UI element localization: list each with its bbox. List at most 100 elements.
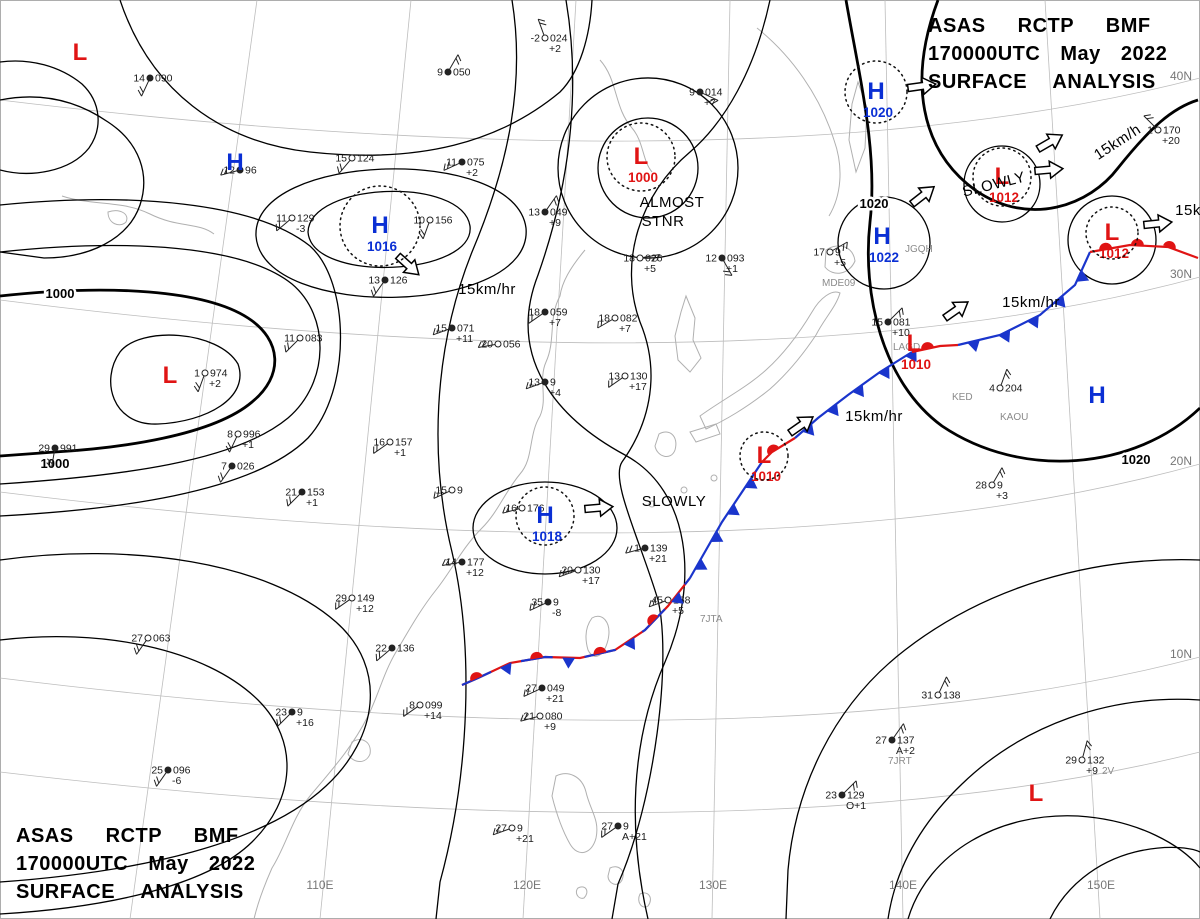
station-temp: 7 <box>221 461 227 473</box>
pressure-center-symbol: L <box>73 39 88 66</box>
warm-front-pip <box>593 646 607 655</box>
station-pressure: 096 <box>173 765 191 777</box>
warm-front <box>1089 238 1199 260</box>
station-pressure: 090 <box>155 73 173 85</box>
wind-barb-icon <box>220 468 231 483</box>
station-plot: 21 153+1 <box>285 487 324 510</box>
wind-barb-tick-icon <box>443 163 446 171</box>
cold-front-pip <box>1076 269 1090 282</box>
station-plot: 1 139+21 <box>625 543 668 565</box>
latitude-label: 10N <box>1170 647 1192 661</box>
station-pressure: 081 <box>893 317 911 329</box>
wind-barb-icon <box>523 688 540 697</box>
station-plot: 45168+5 <box>648 595 691 617</box>
station-plot: 8 099+14 <box>403 700 443 722</box>
station-temp: 1 <box>634 543 640 555</box>
station-plot: 29 149+12 <box>335 593 375 615</box>
wind-barb-tick-icon <box>420 228 425 236</box>
station-tendency: -6 <box>172 775 181 787</box>
station-plot: 4 204 <box>989 368 1023 395</box>
station-pressure: 124 <box>357 153 375 165</box>
pressure-center-value: 1022 <box>869 250 899 265</box>
station-tendency: +20 <box>1162 135 1180 147</box>
station-pressure: 049 <box>547 683 565 695</box>
station-pressure: 138 <box>943 690 961 702</box>
station-tendency: O+1 <box>846 800 866 812</box>
wind-barb-icon <box>1143 115 1157 129</box>
station-circle-icon <box>288 708 296 716</box>
wind-barb-tick-icon <box>900 726 904 734</box>
station-circle-icon <box>201 369 209 377</box>
station-plot: 15 071+11 <box>432 323 475 345</box>
station-temp: 13 <box>608 371 620 383</box>
station-circle-icon <box>458 558 466 566</box>
station-plot: 18 059+7 <box>528 307 568 329</box>
wind-barb-tick-icon <box>1001 467 1006 475</box>
movement-arrow-icon <box>394 252 420 276</box>
station-plot: 12 96 <box>220 165 257 177</box>
wind-barb-tick-icon <box>370 289 375 297</box>
station-pressure: 9 <box>297 707 303 719</box>
station-id: JGQH <box>905 244 933 255</box>
wind-barb-icon <box>136 640 147 655</box>
station-temp: 29 <box>1065 755 1077 767</box>
station-pressure: 9 <box>623 821 629 833</box>
wind-barb-tick-icon <box>652 255 657 262</box>
wind-barb-tick-icon <box>481 340 486 347</box>
warm-front-pip <box>530 651 544 660</box>
station-temp: 22 <box>375 643 387 655</box>
wind-barb-tick-icon <box>47 458 53 465</box>
station-circle-icon <box>236 166 244 174</box>
center-dashed-circle-icon <box>972 147 1032 207</box>
station-plot: 23 9+16 <box>275 707 314 730</box>
pressure-center-value: 1010 <box>751 469 781 484</box>
station-circle-icon <box>541 34 549 42</box>
station-plot: 16 176 <box>502 503 545 515</box>
wind-barb-tick-icon <box>524 713 528 721</box>
wind-barb-tick-icon <box>153 779 158 787</box>
station-pressure: 083 <box>305 333 323 345</box>
station-temp: 18 <box>623 253 635 265</box>
station-plot: 1 170+20 <box>1143 114 1181 147</box>
movement-arrow-icon <box>786 416 815 437</box>
wind-barb-tick-icon <box>724 274 733 276</box>
station-temp: 29 <box>38 443 50 455</box>
pressure-center-value: 1016 <box>367 239 398 254</box>
station-tendency: +21 <box>546 693 564 705</box>
warm-front-pip <box>1163 240 1176 250</box>
station-pressure: 157 <box>395 437 413 449</box>
station-plot: 9 014+7 <box>689 87 723 110</box>
wind-barb-tick-icon <box>279 716 282 724</box>
station-pressure: 974 <box>210 368 228 380</box>
station-plot: 27 063 <box>131 633 171 655</box>
station-temp: 1 <box>194 368 200 380</box>
station-pressure: 026 <box>237 461 255 473</box>
station-circle-icon <box>934 691 942 699</box>
station-circle-icon <box>228 462 236 470</box>
pressure-center-h: H <box>226 149 243 176</box>
station-circle-icon <box>664 596 672 604</box>
station-plot: 13 126 <box>368 275 408 297</box>
station-tendency: +4 <box>549 387 561 399</box>
wind-barb-tick-icon <box>496 826 500 834</box>
title-line-3: SURFACE ANALYSIS <box>928 71 1156 93</box>
wind-barb-tick-icon <box>520 714 524 722</box>
station-pressure: 056 <box>503 339 521 351</box>
wind-barb-tick-icon <box>842 243 845 252</box>
title-block-bottom-left: ASAS RCTP BMF 170000UTC May 2022 SURFACE… <box>16 825 255 903</box>
station-circle-icon <box>444 68 452 76</box>
wind-barb-tick-icon <box>457 54 462 62</box>
wind-barb-icon <box>141 80 150 97</box>
station-tendency: +2 <box>549 43 561 55</box>
wind-barb-icon <box>373 443 388 454</box>
station-temp: 10 <box>413 215 425 227</box>
station-circle-icon <box>386 438 394 446</box>
station-temp: 15 <box>335 153 347 165</box>
wind-barb-tick-icon <box>502 506 506 514</box>
station-pressure: 059 <box>550 307 568 319</box>
station-circle-icon <box>696 88 704 96</box>
weather-fronts <box>461 238 1199 687</box>
movement-arrow-icon <box>941 301 970 322</box>
wind-barb-icon <box>276 219 291 232</box>
station-circle-icon <box>416 701 424 709</box>
